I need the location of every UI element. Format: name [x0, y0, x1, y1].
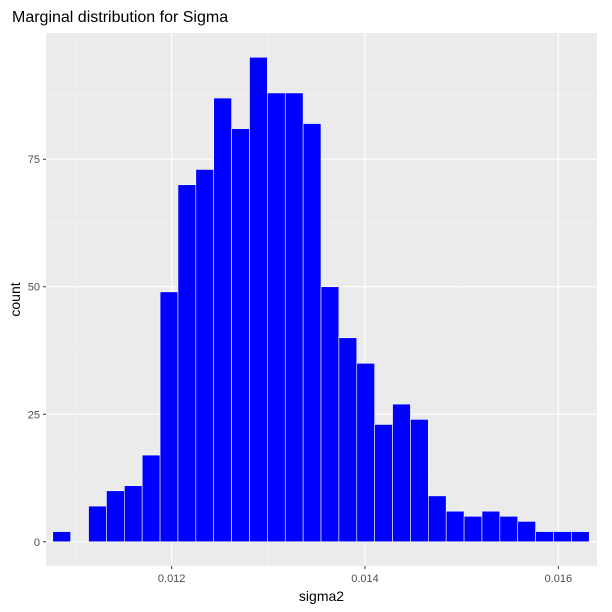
- histogram-bar: [231, 128, 250, 543]
- histogram-bar: [141, 454, 161, 543]
- histogram-bar: [571, 531, 590, 543]
- histogram-bar: [445, 510, 465, 543]
- histogram-bar: [52, 531, 71, 543]
- x-tick-label: 0.014: [351, 573, 379, 585]
- histogram-bar: [88, 505, 107, 543]
- histogram-bar: [302, 123, 322, 543]
- histogram-bar: [392, 403, 411, 543]
- histogram-bar: [374, 424, 393, 543]
- y-axis-title: count: [7, 282, 23, 316]
- histogram-bar: [356, 362, 375, 543]
- chart-title: Marginal distribution for Sigma: [12, 9, 228, 26]
- y-axis: 0 25 50 75: [28, 154, 46, 549]
- x-axis-title: sigma2: [299, 588, 344, 604]
- histogram-bar: [106, 490, 125, 543]
- x-axis: 0.012 0.014 0.016: [158, 566, 572, 585]
- histogram-bar: [124, 485, 143, 543]
- histogram-bar: [410, 419, 429, 543]
- histogram-bar: [213, 97, 232, 543]
- histogram-bar: [320, 286, 340, 543]
- histogram-bar: [553, 531, 572, 543]
- x-tick-label: 0.016: [545, 573, 573, 585]
- y-tick-label: 25: [28, 409, 40, 421]
- histogram-bar: [517, 521, 536, 543]
- y-tick-label: 0: [34, 537, 40, 549]
- histogram-bar: [481, 510, 501, 543]
- y-tick-label: 50: [28, 282, 40, 294]
- histogram-bar: [177, 184, 197, 543]
- histogram-bar: [463, 515, 483, 543]
- histogram-bar: [267, 92, 286, 543]
- histogram-bar: [159, 291, 179, 543]
- histogram-bar: [428, 495, 447, 543]
- histogram-bar: [195, 169, 215, 543]
- histogram-bar: [535, 531, 554, 543]
- histogram-bar: [338, 337, 358, 543]
- histogram-bar: [249, 56, 268, 543]
- histogram-bars: [52, 56, 590, 543]
- histogram-bar: [284, 92, 304, 543]
- histogram-bar: [499, 515, 519, 543]
- y-tick-label: 75: [28, 154, 40, 166]
- x-tick-label: 0.012: [158, 573, 186, 585]
